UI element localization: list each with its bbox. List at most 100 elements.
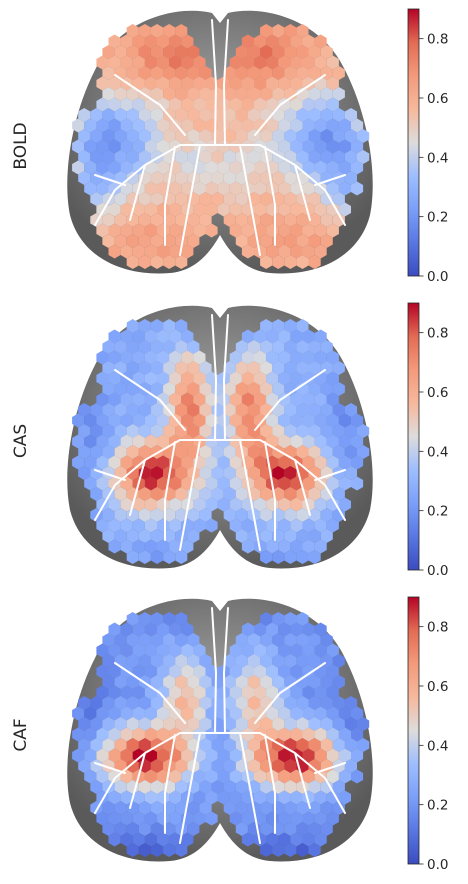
hex-cell <box>132 139 145 154</box>
hex-cell <box>205 392 218 407</box>
colorbar-tick-label: 0.6 <box>427 679 448 695</box>
hex-cell <box>157 139 170 154</box>
hex-cell <box>332 150 345 164</box>
hex-cell <box>332 487 345 501</box>
colorbar-tick-label: 0.8 <box>427 620 448 636</box>
hex-cell <box>175 87 188 101</box>
hex-cell <box>320 424 333 438</box>
hex-cell <box>223 487 236 501</box>
hex-cell <box>126 108 139 122</box>
hex-cell <box>138 780 151 794</box>
hex-cell <box>272 633 285 647</box>
hex-cell <box>138 654 151 668</box>
colorbar-tick-label: 0.6 <box>427 91 448 107</box>
hex-cell <box>144 55 157 70</box>
hex-cell <box>108 539 121 554</box>
hex-cell <box>314 790 327 805</box>
hex-cell <box>120 329 133 344</box>
hex-cell <box>126 696 139 710</box>
hex-cell <box>266 118 279 133</box>
hex-cell <box>157 118 170 133</box>
hex-cell <box>260 45 273 59</box>
hex-cell <box>241 371 254 386</box>
hex-cell <box>229 455 242 470</box>
hex-cell <box>163 234 176 248</box>
hex-cell <box>284 717 297 731</box>
hex-cell <box>199 759 212 773</box>
hex-cell <box>235 129 248 143</box>
hex-cell <box>84 769 97 784</box>
hex-cell <box>187 403 200 417</box>
hex-cell <box>84 139 97 154</box>
hex-cell <box>314 706 327 721</box>
hex-cell <box>181 244 194 259</box>
hex-cell <box>314 55 327 70</box>
hex-cell <box>278 55 291 70</box>
hex-cell <box>138 150 151 164</box>
hex-cell <box>217 160 230 175</box>
hex-cell <box>254 434 267 449</box>
hex-cell <box>326 727 339 742</box>
hex-cell <box>302 392 315 407</box>
hex-cell <box>120 539 133 554</box>
hex-cell <box>260 508 273 522</box>
hex-cell <box>102 66 115 80</box>
hex-cell <box>78 108 91 122</box>
hex-cell <box>272 550 285 564</box>
hex-cell <box>296 822 309 836</box>
hex-cell <box>211 382 224 396</box>
hex-cell <box>308 633 321 647</box>
hex-cell <box>296 529 309 543</box>
hex-cell <box>120 160 133 175</box>
colorbar-gradient-cas <box>408 303 419 570</box>
hex-cell <box>150 340 164 354</box>
hex-cell <box>223 424 236 438</box>
hex-cell <box>296 612 309 626</box>
hex-cell <box>223 759 236 773</box>
hex-cell <box>308 150 321 164</box>
hex-cell <box>199 403 212 417</box>
hex-cell <box>102 340 115 354</box>
hex-cell <box>254 202 267 217</box>
hex-cell <box>169 76 182 91</box>
hex-cell <box>96 181 109 196</box>
hex-cell <box>96 664 109 679</box>
hex-cell <box>332 801 345 815</box>
hex-cell <box>205 371 218 386</box>
hex-cell <box>314 539 327 554</box>
hex-cell <box>150 508 164 522</box>
hex-cell <box>247 382 261 396</box>
hex-cell <box>314 34 327 49</box>
hex-cell <box>326 811 339 826</box>
hex-cell <box>108 664 121 679</box>
hex-cell <box>314 160 327 175</box>
hex-cell <box>314 434 327 449</box>
hex-cell <box>108 34 121 49</box>
brain-map-caf <box>67 598 373 862</box>
hex-cell <box>302 643 315 658</box>
hex-cell <box>308 508 321 522</box>
hex-cell <box>205 518 218 533</box>
hex-cell <box>326 392 339 407</box>
hex-cell <box>247 654 261 668</box>
hex-cell <box>314 350 327 365</box>
panel-cas: CAS 0.0 0.2 0.4 0.6 0.8 <box>11 302 448 579</box>
hex-cell <box>235 696 248 710</box>
hex-cell <box>260 319 273 333</box>
hex-cell <box>187 361 200 375</box>
hex-cell <box>308 759 321 773</box>
hex-cell <box>187 108 200 122</box>
hex-cell <box>163 717 176 731</box>
hex-cell <box>138 550 151 564</box>
hex-cell <box>138 633 151 647</box>
hex-cell <box>114 529 127 543</box>
hex-cell <box>211 192 224 206</box>
hex-cell <box>308 45 321 59</box>
hex-cell <box>102 654 115 668</box>
hex-cell <box>181 118 194 133</box>
hex-cell <box>229 706 242 721</box>
hex-cell <box>290 497 303 512</box>
hex-cell <box>254 139 267 154</box>
hex-cell <box>193 350 206 365</box>
hex-cell <box>326 476 339 491</box>
